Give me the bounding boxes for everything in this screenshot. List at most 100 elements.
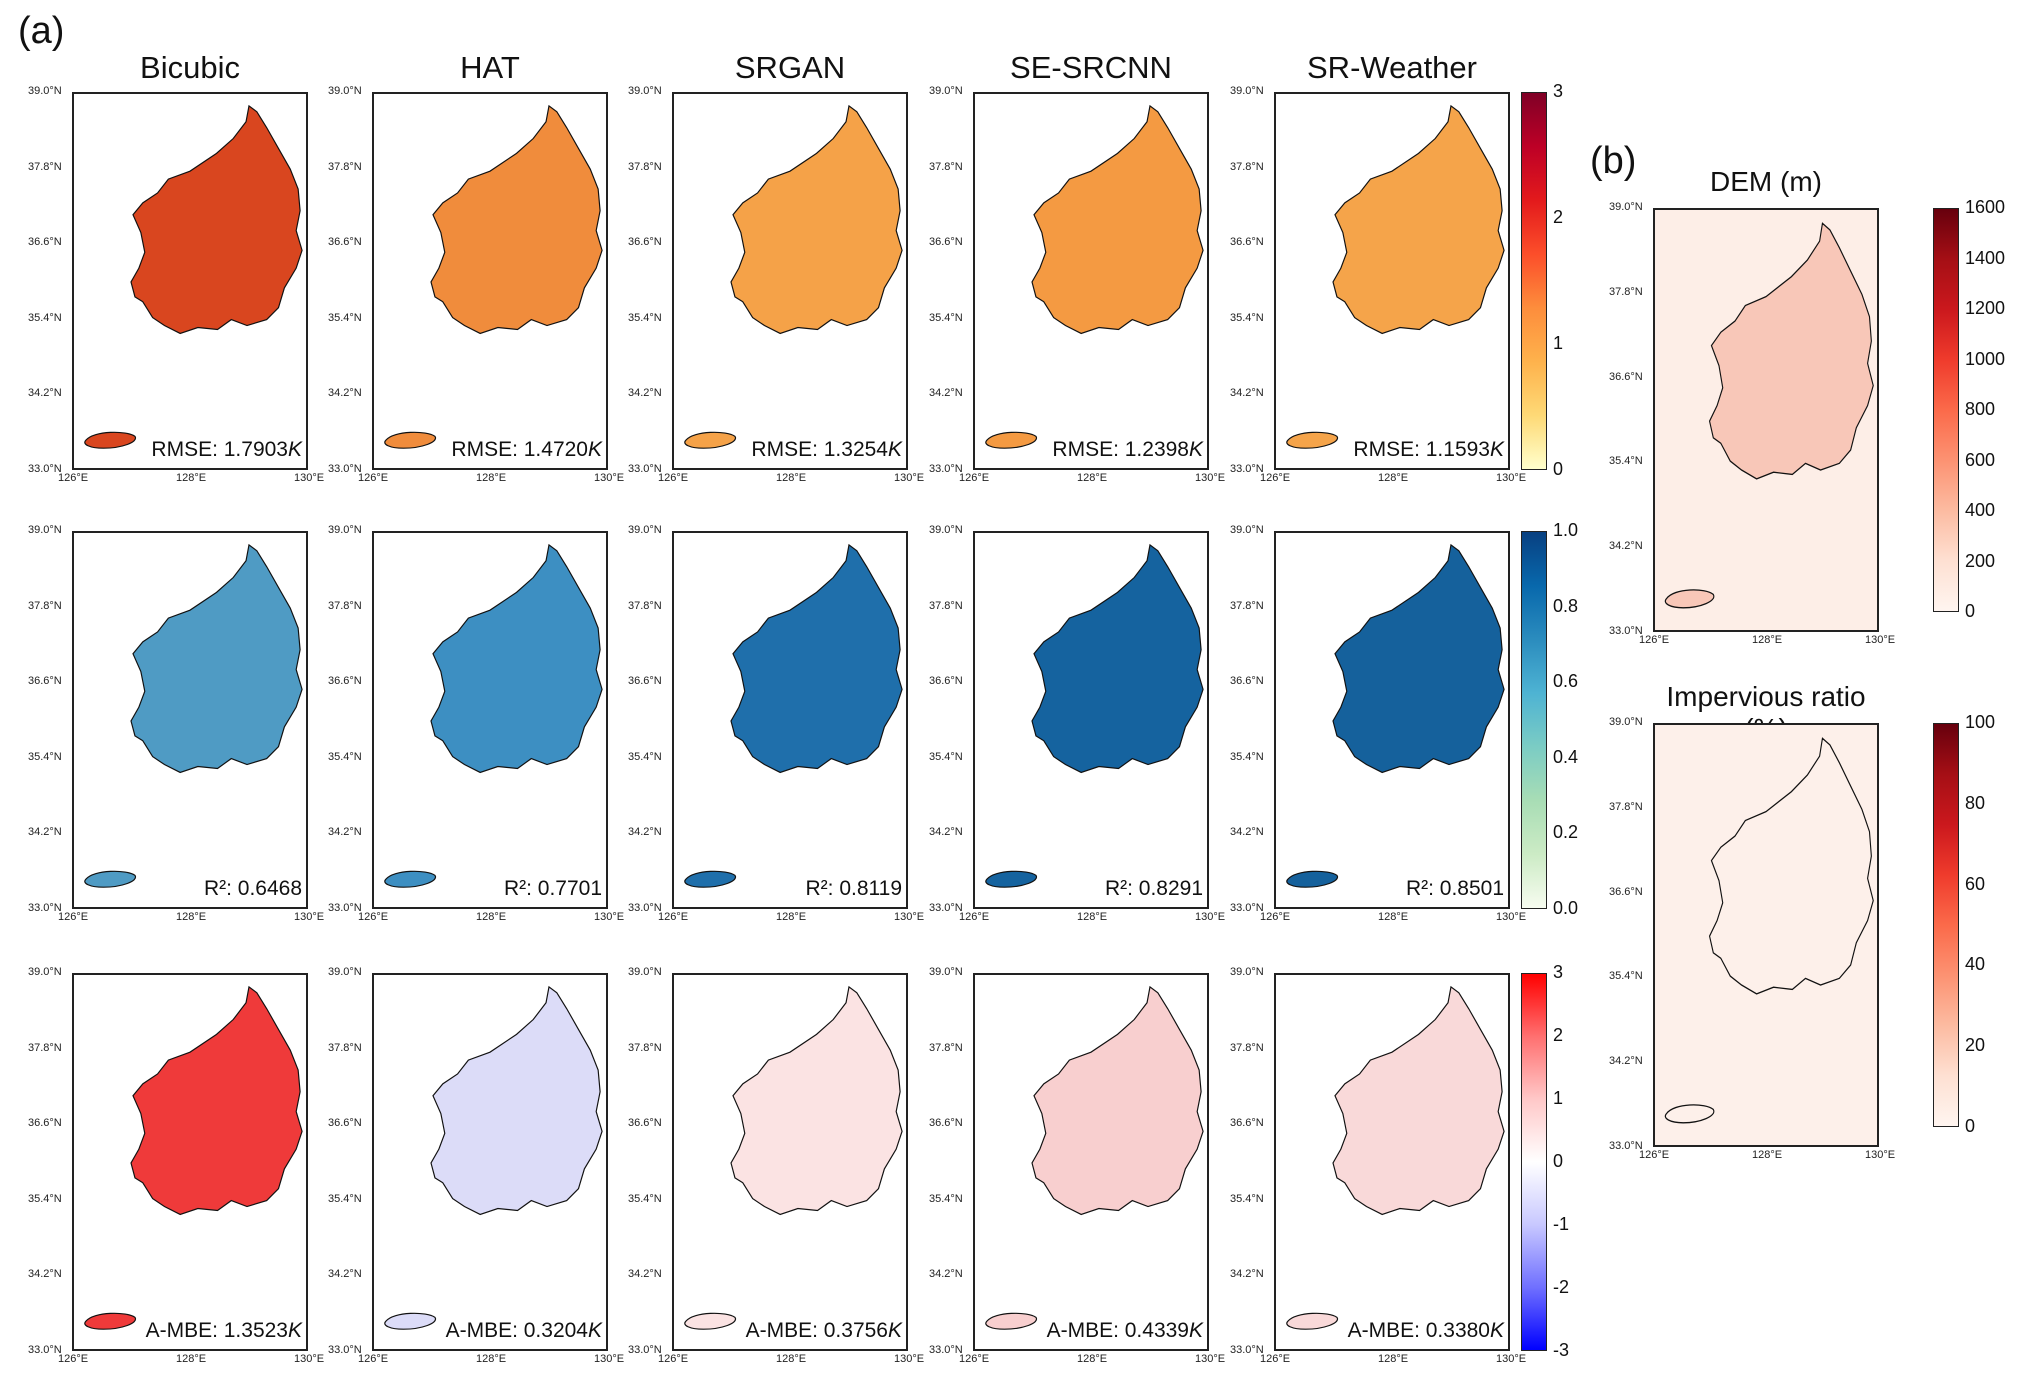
lon-tick: 128°E xyxy=(1752,634,1783,646)
lat-tick: 35.4°N xyxy=(328,1192,362,1205)
lat-tick: 39.0°N xyxy=(929,85,963,97)
colorbar-tick: 1200 xyxy=(1965,298,2006,318)
lon-tick: 126°E xyxy=(959,1353,990,1365)
lat-tick: 39.0°N xyxy=(628,524,662,536)
lon-tick: 128°E xyxy=(1752,1149,1783,1161)
jeju-island xyxy=(684,431,737,449)
lat-tick: 37.8°N xyxy=(28,160,62,173)
colorbar-tick: 100 xyxy=(1965,712,1996,732)
colorbar xyxy=(1521,973,1547,1351)
lat-tick: 35.4°N xyxy=(1230,311,1264,324)
lat-tick: 33.0°N xyxy=(929,1344,963,1356)
colorbar-tick: -1 xyxy=(1553,1214,1570,1234)
lat-tick: 33.0°N xyxy=(328,463,362,475)
jeju-island xyxy=(985,431,1038,449)
metric-label: R²: 0.8119 xyxy=(805,877,903,900)
colorbar-tick: 0 xyxy=(1553,459,1564,479)
lon-tick: 130°E xyxy=(1195,1353,1226,1365)
lat-tick: 39.0°N xyxy=(28,966,62,978)
korea-land xyxy=(730,104,903,335)
colorbar-tick: 20 xyxy=(1965,1035,1986,1056)
lon-tick: 130°E xyxy=(1496,472,1527,484)
lat-tick: 34.2°N xyxy=(929,387,963,400)
lon-tick: 126°E xyxy=(1260,911,1291,923)
lat-tick: 36.6°N xyxy=(328,675,362,688)
lat-tick: 33.0°N xyxy=(328,1344,362,1356)
lat-tick: 39.0°N xyxy=(328,85,362,97)
lon-tick: 128°E xyxy=(176,472,207,484)
lat-tick: 36.6°N xyxy=(628,675,662,688)
colorbar xyxy=(1521,531,1547,909)
lat-tick: 37.8°N xyxy=(929,160,963,173)
colorbar-tick: 0.8 xyxy=(1553,595,1579,616)
jeju-island xyxy=(1286,431,1339,449)
lon-tick: 130°E xyxy=(1496,1353,1527,1365)
korea-land xyxy=(730,985,903,1216)
metric-label: A-MBE: 0.3756K xyxy=(745,1319,902,1342)
side-map-1 xyxy=(1653,723,1879,1147)
lat-tick: 33.0°N xyxy=(28,1344,62,1356)
lon-tick: 128°E xyxy=(476,472,507,484)
lon-tick: 128°E xyxy=(776,472,807,484)
korea-land xyxy=(730,543,903,774)
lat-tick: 35.4°N xyxy=(328,311,362,324)
lat-tick: 36.6°N xyxy=(1230,675,1264,688)
lon-tick: 126°E xyxy=(358,472,389,484)
jeju-island xyxy=(384,431,437,449)
lon-tick: 130°E xyxy=(594,472,625,484)
lat-tick: 36.6°N xyxy=(929,1117,963,1130)
lat-tick: 33.0°N xyxy=(1230,1344,1264,1356)
lat-tick: 39.0°N xyxy=(1230,524,1264,536)
lat-tick: 37.8°N xyxy=(1230,160,1264,173)
korea-land xyxy=(430,543,603,774)
lon-tick: 126°E xyxy=(658,911,689,923)
metric-label: RMSE: 1.4720K xyxy=(451,438,602,461)
lat-tick: 35.4°N xyxy=(28,750,62,763)
metric-label: RMSE: 1.1593K xyxy=(1353,438,1504,461)
lat-tick: 36.6°N xyxy=(28,675,62,688)
colorbar-tick: 2 xyxy=(1553,1025,1564,1045)
lon-tick: 126°E xyxy=(658,1353,689,1365)
lat-tick: 34.2°N xyxy=(929,1268,963,1281)
lat-tick: 37.8°N xyxy=(929,1041,963,1054)
panel-b-label: (b) xyxy=(1590,140,1637,182)
colorbar-tick: 1.0 xyxy=(1553,520,1579,540)
lon-tick: 126°E xyxy=(58,1353,89,1365)
map-2-0 xyxy=(72,973,308,1351)
colorbar-tick: 40 xyxy=(1965,954,1986,975)
lat-tick: 34.2°N xyxy=(628,826,662,839)
jeju-island xyxy=(384,1312,437,1330)
lat-tick: 33.0°N xyxy=(929,902,963,914)
map-2-2 xyxy=(672,973,908,1351)
lon-tick: 128°E xyxy=(1077,472,1108,484)
lon-tick: 130°E xyxy=(1195,911,1226,923)
jeju-island xyxy=(384,870,437,888)
colorbar-tick: 800 xyxy=(1965,399,1996,419)
column-title: SR-Weather xyxy=(1307,50,1477,85)
lat-tick: 36.6°N xyxy=(328,1117,362,1130)
lon-tick: 130°E xyxy=(1865,634,1896,646)
map-0-1 xyxy=(372,92,608,470)
colorbar-tick: 0.4 xyxy=(1553,746,1579,767)
colorbar-tick: 200 xyxy=(1965,550,1996,571)
lat-tick: 37.8°N xyxy=(28,599,62,612)
lat-tick: 39.0°N xyxy=(328,966,362,978)
lat-tick: 39.0°N xyxy=(1230,85,1264,97)
lat-tick: 35.4°N xyxy=(28,1192,62,1205)
map-1-1 xyxy=(372,531,608,909)
lat-tick: 35.4°N xyxy=(929,1192,963,1205)
lon-tick: 128°E xyxy=(1378,911,1409,923)
lat-tick: 34.2°N xyxy=(628,387,662,400)
jeju-island xyxy=(1286,1312,1339,1330)
korea-land xyxy=(1332,985,1505,1216)
map-1-3 xyxy=(973,531,1209,909)
colorbar xyxy=(1521,92,1547,470)
lat-tick: 36.6°N xyxy=(28,236,62,249)
lat-tick: 36.6°N xyxy=(628,236,662,249)
lat-tick: 37.8°N xyxy=(929,599,963,612)
colorbar-tick: 80 xyxy=(1965,792,1986,813)
lon-tick: 126°E xyxy=(358,911,389,923)
lat-tick: 35.4°N xyxy=(628,750,662,763)
lon-tick: 126°E xyxy=(1260,472,1291,484)
korea-land xyxy=(130,104,303,335)
